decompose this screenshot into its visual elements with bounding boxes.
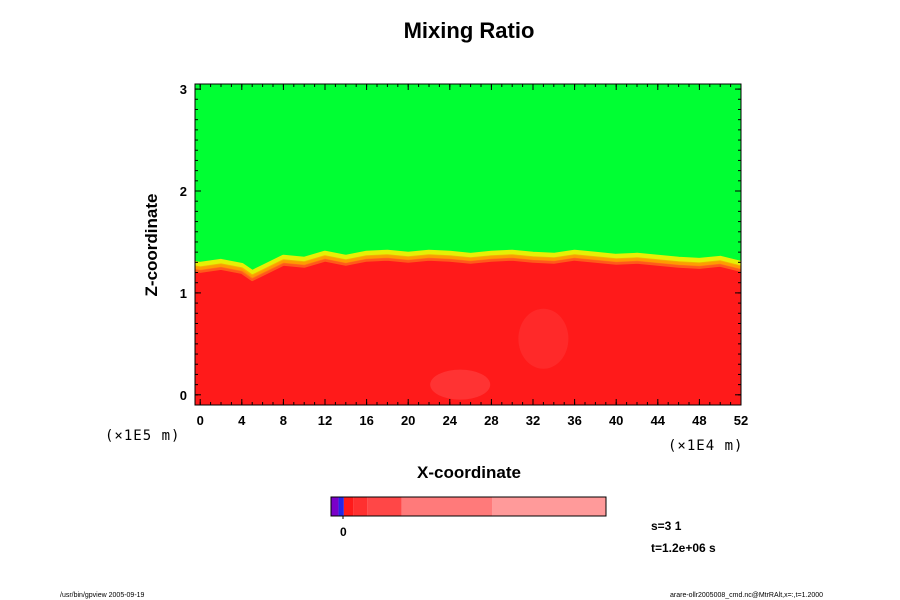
x-axis-label: X-coordinate	[417, 463, 521, 482]
lower-patch	[430, 369, 491, 400]
x-tick-label: 44	[651, 413, 666, 428]
interface-mix-yellow	[194, 249, 742, 276]
plot-area	[194, 83, 742, 406]
y-tick-label: 3	[180, 82, 187, 97]
plot-frame	[194, 83, 742, 406]
x-tick-label: 52	[734, 413, 748, 428]
x-tick-label: 16	[359, 413, 373, 428]
y-axis-scale-label: (×1E5 m)	[105, 428, 180, 444]
colorbar-segment	[331, 497, 339, 516]
x-tick-label: 48	[692, 413, 706, 428]
x-tick-label: 4	[238, 413, 246, 428]
chart-title: Mixing Ratio	[404, 18, 535, 43]
x-tick-label: 8	[280, 413, 287, 428]
interface-mix-deep	[194, 257, 742, 282]
x-tick-label: 0	[197, 413, 204, 428]
x-tick-label: 28	[484, 413, 498, 428]
x-tick-label: 12	[318, 413, 332, 428]
x-tick-label: 32	[526, 413, 540, 428]
lower-patch	[518, 308, 569, 369]
colorbar	[330, 496, 607, 519]
colorbar-segment	[401, 497, 493, 516]
y-tick-label: 0	[180, 388, 187, 403]
colorbar-segment	[367, 497, 402, 516]
colorbar-frame	[330, 496, 607, 517]
x-tick-label: 20	[401, 413, 415, 428]
x-tick-label: 40	[609, 413, 623, 428]
colorbar-segment	[338, 497, 344, 516]
y-tick-label: 1	[180, 286, 187, 301]
region-lower	[195, 255, 741, 405]
colorbar-segment	[343, 497, 354, 516]
step-info: s=3 1	[651, 519, 682, 533]
x-tick-label: 24	[443, 413, 458, 428]
interface-mix-orange	[194, 254, 742, 279]
colorbar-tick-label: 0	[340, 525, 347, 539]
x-tick-label: 36	[567, 413, 581, 428]
x-axis-scale-label: (×1E4 m)	[668, 438, 743, 454]
y-axis-label: Z-coordinate	[142, 194, 161, 297]
colorbar-segment	[492, 497, 606, 516]
y-tick-label: 2	[180, 184, 187, 199]
colorbar-segment	[353, 497, 368, 516]
time-info: t=1.2e+06 s	[651, 541, 716, 555]
footer-source: arare-ollr2005008_cmd.nc@MtrRAlt,x=:,t=1…	[670, 592, 823, 599]
footer-command: /usr/bin/gpview 2005-09-19	[60, 592, 145, 599]
